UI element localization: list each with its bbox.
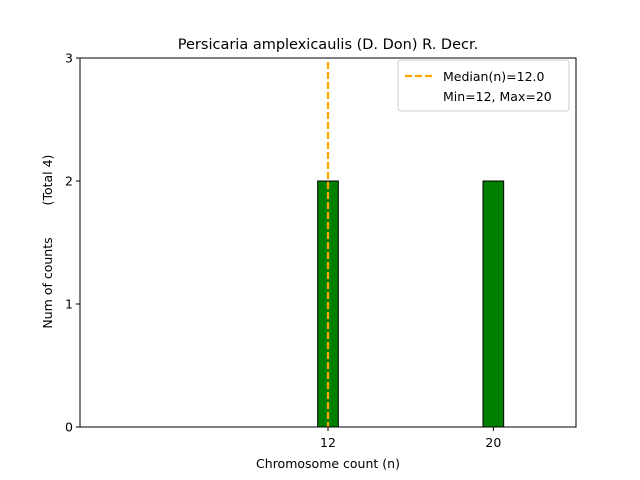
legend-range-label: Min=12, Max=20 [443, 89, 552, 104]
legend-frame [397, 59, 570, 112]
y-axis-total-label: (Total 4) [40, 155, 55, 206]
legend-median-label: Median(n)=12.0 [443, 69, 544, 84]
bar-20 [482, 180, 505, 428]
x-tick-label-20: 20 [485, 435, 501, 450]
x-axis-label: Chromosome count (n) [256, 456, 400, 471]
y-tick-label-0: 0 [65, 420, 73, 435]
y-tick-label-1: 1 [65, 297, 73, 312]
y-tick-label-2: 2 [65, 174, 73, 189]
x-tick-label-12: 12 [320, 435, 336, 450]
legend: Median(n)=12.0 Min=12, Max=20 [397, 59, 570, 112]
chart-title: Persicaria amplexicaulis (D. Don) R. Dec… [178, 37, 478, 53]
y-tick-label-3: 3 [65, 51, 73, 66]
y-axis-label: Num of counts [40, 237, 55, 328]
